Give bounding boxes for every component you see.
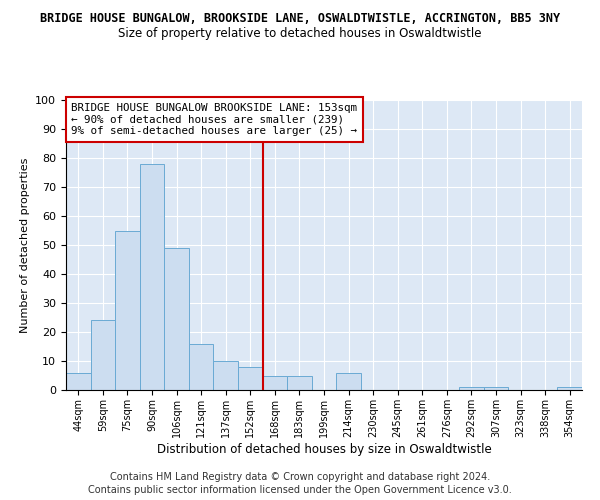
Text: BRIDGE HOUSE BUNGALOW BROOKSIDE LANE: 153sqm
← 90% of detached houses are smalle: BRIDGE HOUSE BUNGALOW BROOKSIDE LANE: 15…: [71, 103, 357, 136]
Y-axis label: Number of detached properties: Number of detached properties: [20, 158, 30, 332]
Bar: [484, 387, 508, 390]
Bar: [238, 367, 263, 390]
Bar: [287, 376, 312, 390]
Text: BRIDGE HOUSE BUNGALOW, BROOKSIDE LANE, OSWALDTWISTLE, ACCRINGTON, BB5 3NY: BRIDGE HOUSE BUNGALOW, BROOKSIDE LANE, O…: [40, 12, 560, 26]
Text: Contains public sector information licensed under the Open Government Licence v3: Contains public sector information licen…: [88, 485, 512, 495]
Bar: [140, 164, 164, 390]
Bar: [214, 361, 238, 390]
Bar: [91, 320, 115, 390]
Bar: [115, 230, 140, 390]
Bar: [557, 387, 582, 390]
Bar: [263, 376, 287, 390]
Bar: [459, 387, 484, 390]
Bar: [164, 248, 189, 390]
Bar: [66, 372, 91, 390]
Bar: [336, 372, 361, 390]
Bar: [189, 344, 214, 390]
Text: Contains HM Land Registry data © Crown copyright and database right 2024.: Contains HM Land Registry data © Crown c…: [110, 472, 490, 482]
Text: Size of property relative to detached houses in Oswaldtwistle: Size of property relative to detached ho…: [118, 28, 482, 40]
X-axis label: Distribution of detached houses by size in Oswaldtwistle: Distribution of detached houses by size …: [157, 442, 491, 456]
